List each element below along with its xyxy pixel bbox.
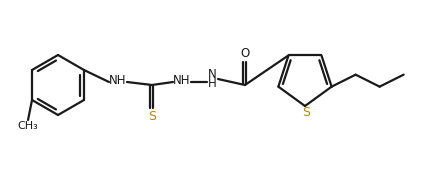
Text: H: H (207, 78, 216, 90)
Text: NH: NH (173, 75, 191, 88)
Text: NH: NH (109, 75, 127, 88)
Text: S: S (301, 107, 309, 120)
Text: CH₃: CH₃ (18, 121, 38, 131)
Text: N: N (207, 68, 216, 82)
Text: S: S (148, 110, 155, 122)
Text: O: O (240, 47, 249, 61)
